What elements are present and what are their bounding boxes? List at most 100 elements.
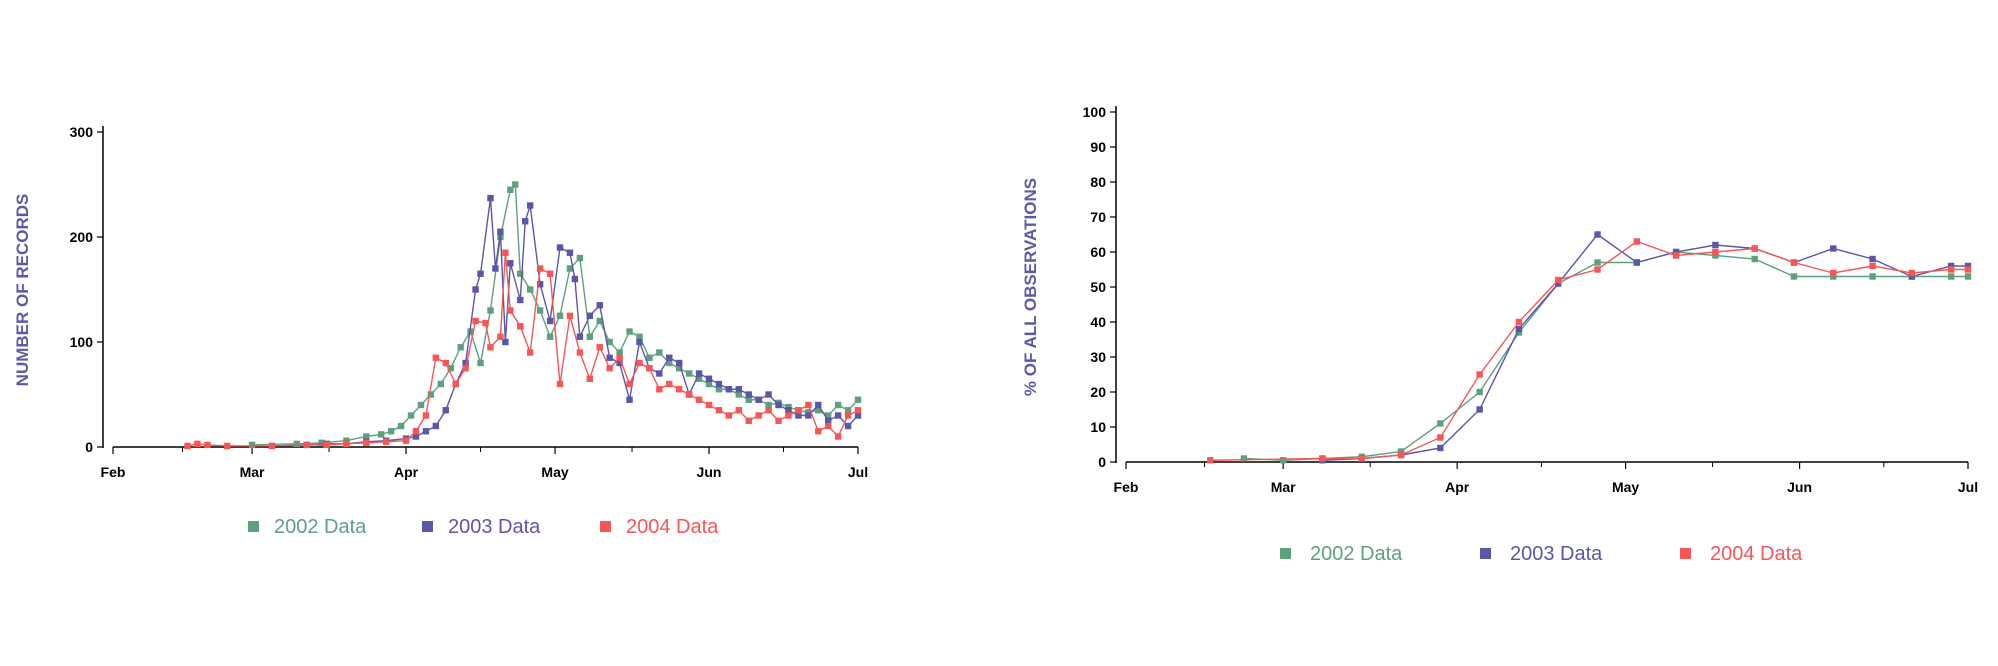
- data-point: [765, 401, 772, 409]
- data-point: [646, 365, 653, 372]
- data-point: [1476, 406, 1483, 413]
- data-point: [517, 270, 524, 277]
- data-point: [571, 275, 579, 283]
- data-point: [656, 370, 663, 377]
- y-tick-label: 40: [1090, 314, 1106, 330]
- data-point: [795, 412, 802, 419]
- data-point: [224, 442, 231, 450]
- x-tick-label: Mar: [1271, 479, 1296, 495]
- data-point: [517, 323, 524, 330]
- data-point: [517, 296, 524, 304]
- data-point: [616, 359, 623, 367]
- legend-marker: [1480, 548, 1491, 559]
- data-point: [487, 194, 494, 202]
- data-point: [452, 380, 459, 388]
- data-point: [1947, 273, 1955, 280]
- data-point: [626, 396, 633, 403]
- data-point: [666, 359, 673, 367]
- data-point: [745, 391, 752, 398]
- data-point: [606, 365, 613, 372]
- data-point: [1515, 325, 1523, 333]
- data-point: [507, 260, 514, 267]
- data-point: [1358, 455, 1365, 462]
- data-point: [854, 407, 862, 414]
- data-point: [442, 359, 449, 367]
- data-point: [1964, 266, 1972, 273]
- data-point: [546, 317, 554, 325]
- data-point: [1947, 266, 1955, 273]
- data-point: [825, 422, 832, 430]
- y-tick-label: 200: [70, 229, 94, 245]
- data-point: [1908, 273, 1916, 280]
- data-point: [1319, 455, 1326, 462]
- data-point: [363, 439, 370, 446]
- data-point: [785, 407, 792, 414]
- data-point: [1633, 259, 1641, 266]
- data-point: [656, 349, 663, 356]
- data-point: [636, 359, 643, 367]
- data-point: [1672, 248, 1680, 256]
- series-2003: [268, 194, 862, 450]
- data-point: [1476, 388, 1483, 396]
- data-point: [422, 428, 430, 435]
- y-tick-label: 100: [70, 334, 94, 350]
- y-tick-label: 50: [1090, 279, 1106, 295]
- data-point: [844, 422, 852, 430]
- data-point: [1712, 248, 1719, 256]
- legend: 2002 Data 2003 Data 2004 Data: [1280, 543, 1803, 565]
- data-point: [825, 417, 832, 424]
- data-point: [636, 338, 643, 346]
- data-point: [536, 281, 544, 288]
- data-point: [1830, 273, 1837, 280]
- data-point: [576, 254, 584, 262]
- data-point: [626, 328, 633, 335]
- series-2002: [248, 181, 862, 449]
- x-tick-label: Apr: [1445, 479, 1470, 495]
- data-point: [735, 391, 742, 398]
- data-point: [422, 412, 430, 419]
- legend-label: 2002 Data: [1310, 543, 1403, 565]
- data-point: [194, 440, 201, 448]
- y-tick-label: 20: [1090, 384, 1106, 400]
- data-point: [1555, 280, 1562, 287]
- data-point: [735, 386, 742, 393]
- data-point: [676, 359, 683, 367]
- data-point: [1437, 420, 1444, 427]
- data-point: [477, 359, 484, 367]
- legend-label: 2004 Data: [1710, 543, 1803, 565]
- data-point: [343, 440, 350, 448]
- data-point: [1594, 266, 1601, 273]
- legend-marker: [1280, 548, 1291, 559]
- data-point: [666, 380, 673, 388]
- x-tick-label: Jun: [697, 464, 722, 480]
- data-point: [1515, 329, 1523, 336]
- data-point: [676, 365, 683, 372]
- data-point: [502, 249, 509, 256]
- data-point: [1476, 371, 1483, 378]
- x-tick-label: Jun: [1787, 479, 1812, 495]
- y-tick-label: 0: [85, 439, 93, 455]
- data-point: [834, 401, 842, 409]
- data-point: [715, 407, 723, 414]
- data-point: [1947, 262, 1955, 270]
- data-point: [1908, 269, 1916, 277]
- chart-percent-observations: Feb Mar Apr May Jun Jul 0 10 20 30 40 50 60 70 80 90 100…: [1021, 104, 1978, 565]
- data-point: [785, 412, 792, 419]
- data-point: [566, 265, 574, 272]
- data-point: [1712, 241, 1719, 249]
- data-point: [412, 433, 420, 440]
- data-point: [1712, 252, 1719, 259]
- data-point: [397, 422, 405, 430]
- legend-marker: [600, 521, 611, 532]
- data-point: [745, 417, 752, 424]
- data-point: [437, 380, 444, 388]
- data-point: [606, 338, 613, 346]
- data-point: [268, 442, 276, 450]
- data-point: [636, 333, 643, 340]
- data-point: [685, 391, 693, 398]
- data-point: [1830, 269, 1837, 277]
- x-tick-label: Apr: [394, 464, 419, 480]
- data-point: [815, 401, 822, 409]
- data-point: [725, 386, 733, 393]
